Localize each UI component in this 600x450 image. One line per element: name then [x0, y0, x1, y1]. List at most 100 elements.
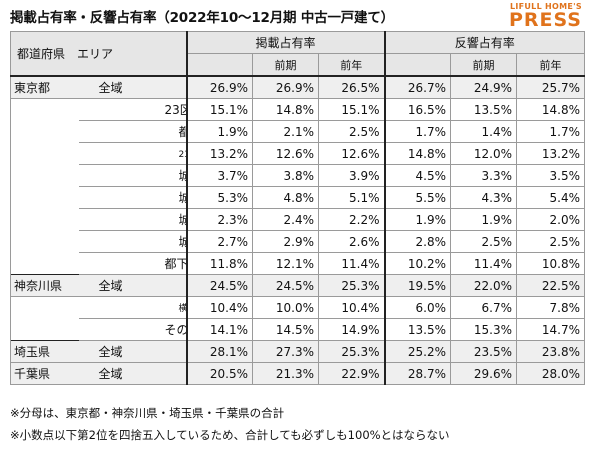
response-share-prev-period-cell: 3.3%	[450, 164, 518, 187]
response-share-prev-period-cell: 23.5%	[450, 340, 518, 363]
prefecture-cell	[10, 318, 79, 341]
listing-share-current-cell: 3.7%	[185, 164, 254, 187]
listing-share-current-cell: 1.9%	[185, 120, 254, 143]
listing-share-current-cell: 2.7%	[185, 230, 254, 253]
area-cell: 全域	[78, 340, 188, 363]
header-listing-current	[185, 53, 254, 77]
table-row: 横浜市・川崎市10.4%10.0%10.4%6.0%6.7%7.8%	[10, 296, 586, 319]
area-cell: 都心6区	[78, 120, 188, 143]
listing-share-current-cell: 10.4%	[185, 296, 254, 319]
table-row: 千葉県 全域 20.5% 21.3% 22.9% 28.7% 29.6% 28.0%	[10, 362, 586, 385]
share-table: 都道府県 エリア 掲載占有率 反響占有率 前期 前年 前期 前年 東京都 全域 26…	[9, 31, 586, 385]
table-body: 東京都全域26.9%26.9%26.5%26.7%24.9%25.7%23区15…	[10, 75, 586, 385]
area-cell: 城北	[78, 230, 188, 253]
listing-share-prev-period-cell: 12.6%	[252, 142, 320, 165]
prefecture-cell: 東京都	[10, 75, 79, 99]
response-share-prev-year-cell: 2.5%	[516, 230, 586, 253]
response-share-prev-year-cell: 13.2%	[516, 142, 586, 165]
listing-share-prev-year-cell: 11.4%	[318, 252, 386, 275]
listing-share-prev-year-cell: 2.2%	[318, 208, 386, 231]
table-row: 23区その他13.2%12.6%12.6%14.8%12.0%13.2%	[10, 142, 586, 165]
header-response-current	[383, 53, 452, 77]
response-share-prev-year-cell: 14.7%	[516, 318, 586, 341]
listing-share-prev-year-cell: 15.1%	[318, 98, 386, 121]
area-cell: 横浜市・川崎市	[78, 296, 188, 319]
prefecture-cell: 神奈川県	[10, 274, 79, 297]
table-row: 城南2.3%2.4%2.2%1.9%1.9%2.0%	[10, 208, 586, 231]
response-share-current-cell: 1.7%	[383, 120, 452, 143]
prefecture-cell	[10, 296, 79, 319]
listing-share-prev-year-cell: 25.3%	[318, 340, 386, 363]
response-share-current-cell: 19.5%	[383, 274, 452, 297]
response-share-prev-year-cell: 28.0%	[516, 362, 586, 385]
response-share-current-cell: 2.8%	[383, 230, 452, 253]
response-share-current-cell: 14.8%	[383, 142, 452, 165]
prefecture-cell	[10, 208, 79, 231]
prefecture-cell	[10, 142, 79, 165]
response-share-prev-period-cell: 4.3%	[450, 186, 518, 209]
response-share-prev-year-cell: 23.8%	[516, 340, 586, 363]
logo-main-text: PRESS	[508, 9, 582, 31]
listing-share-prev-year-cell: 5.1%	[318, 186, 386, 209]
table-row: その他14.1%14.5%14.9%13.5%15.3%14.7%	[10, 318, 586, 341]
response-share-prev-period-cell: 15.3%	[450, 318, 518, 341]
brand-logo: LIFULL HOME'S PRESS	[508, 2, 582, 31]
chart-title: 掲載占有率・反響占有率（2022年10～12月期 中古一戸建て）	[10, 10, 394, 26]
response-share-prev-year-cell: 14.8%	[516, 98, 586, 121]
area-cell: 23区その他	[78, 142, 188, 165]
table-row: 埼玉県 全域 28.1% 27.3% 25.3% 25.2% 23.5% 23.8%	[10, 340, 586, 363]
listing-share-prev-period-cell: 14.8%	[252, 98, 320, 121]
response-share-current-cell: 10.2%	[383, 252, 452, 275]
listing-share-prev-period-cell: 26.9%	[252, 75, 320, 99]
header-region: 都道府県 エリア	[9, 31, 188, 77]
response-share-prev-period-cell: 11.4%	[450, 252, 518, 275]
listing-share-prev-period-cell: 27.3%	[252, 340, 320, 363]
table-row: 都心6区1.9%2.1%2.5%1.7%1.4%1.7%	[10, 120, 586, 143]
header-listing-prev-year: 前年	[318, 53, 386, 77]
listing-share-prev-period-cell: 21.3%	[252, 362, 320, 385]
note-rounding: ※小数点以下第2位を四捨五入しているため、合計しても必ずしも100%とはならない	[10, 428, 450, 442]
header-response-prev-year: 前年	[516, 53, 586, 77]
listing-share-prev-year-cell: 26.5%	[318, 75, 386, 99]
listing-share-prev-year-cell: 22.9%	[318, 362, 386, 385]
listing-share-prev-period-cell: 10.0%	[252, 296, 320, 319]
prefecture-cell	[10, 164, 79, 187]
listing-share-prev-year-cell: 25.3%	[318, 274, 386, 297]
response-share-prev-period-cell: 22.0%	[450, 274, 518, 297]
listing-share-prev-year-cell: 3.9%	[318, 164, 386, 187]
area-cell: 全域	[78, 362, 188, 385]
prefecture-cell	[10, 98, 79, 121]
response-share-current-cell: 16.5%	[383, 98, 452, 121]
response-share-prev-period-cell: 24.9%	[450, 75, 518, 99]
prefecture-cell	[10, 230, 79, 253]
listing-share-current-cell: 24.5%	[185, 274, 254, 297]
listing-share-prev-year-cell: 2.6%	[318, 230, 386, 253]
listing-share-prev-period-cell: 24.5%	[252, 274, 320, 297]
table-row: 神奈川県 全域 24.5% 24.5% 25.3% 19.5% 22.0% 22.5%	[10, 274, 586, 297]
header-response-share: 反響占有率	[383, 31, 586, 54]
area-cell: 全域	[78, 75, 188, 99]
prefecture-cell: 千葉県	[10, 362, 79, 385]
listing-share-current-cell: 28.1%	[185, 340, 254, 363]
listing-share-current-cell: 26.9%	[185, 75, 254, 99]
response-share-prev-year-cell: 2.0%	[516, 208, 586, 231]
header-response-prev-period: 前期	[450, 53, 518, 77]
response-share-prev-year-cell: 3.5%	[516, 164, 586, 187]
prefecture-cell	[10, 120, 79, 143]
table-row: 都下 11.8% 12.1% 11.4% 10.2% 11.4% 10.8%	[10, 252, 586, 275]
listing-share-prev-year-cell: 2.5%	[318, 120, 386, 143]
listing-share-current-cell: 5.3%	[185, 186, 254, 209]
response-share-prev-period-cell: 2.5%	[450, 230, 518, 253]
response-share-prev-year-cell: 5.4%	[516, 186, 586, 209]
area-cell: 城西	[78, 186, 188, 209]
listing-share-current-cell: 15.1%	[185, 98, 254, 121]
area-cell: 全域	[78, 274, 188, 297]
response-share-prev-period-cell: 6.7%	[450, 296, 518, 319]
listing-share-prev-period-cell: 12.1%	[252, 252, 320, 275]
listing-share-prev-period-cell: 4.8%	[252, 186, 320, 209]
listing-share-prev-year-cell: 10.4%	[318, 296, 386, 319]
header-listing-share: 掲載占有率	[185, 31, 386, 54]
prefecture-cell	[10, 186, 79, 209]
listing-share-prev-year-cell: 12.6%	[318, 142, 386, 165]
table-row: 城北2.7%2.9%2.6%2.8%2.5%2.5%	[10, 230, 586, 253]
